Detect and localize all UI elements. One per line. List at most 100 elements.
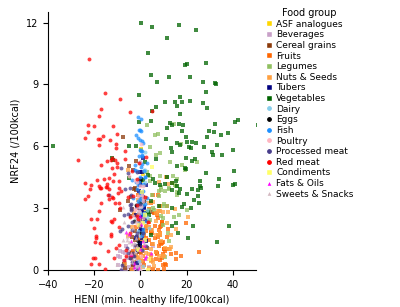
Point [143,223,149,228]
Point [112,201,118,206]
Point [138,189,145,194]
Point [232,181,238,186]
Point [210,153,216,158]
Point [134,170,140,175]
Point [141,233,147,238]
Point [146,212,152,217]
Point [128,252,134,257]
Point [148,200,155,205]
Point [138,204,144,209]
Point [143,195,149,200]
Point [140,204,147,209]
Point [168,223,175,228]
Point [140,215,146,220]
Point [154,80,160,84]
Point [137,204,143,209]
Point [140,221,146,226]
Point [104,159,110,164]
Point [178,99,185,104]
Point [120,258,127,263]
Point [130,251,136,256]
Point [125,232,132,237]
Point [136,246,143,251]
Point [142,256,148,261]
Point [182,168,188,173]
Point [128,251,134,256]
Point [152,210,158,215]
Point [184,208,191,213]
Point [173,184,180,188]
Point [160,251,166,256]
Point [142,179,148,184]
Point [148,118,154,123]
Point [139,192,145,197]
Point [112,246,119,251]
Point [134,204,141,209]
Point [104,185,110,190]
Point [134,204,141,209]
Point [140,262,146,267]
Point [176,122,182,126]
Point [147,179,154,184]
Point [130,168,136,173]
Point [136,249,142,254]
Point [140,239,146,243]
Point [140,230,146,235]
Point [127,215,134,220]
Point [184,192,190,197]
Point [124,245,130,250]
Point [137,183,144,188]
Point [138,129,144,134]
Point [142,219,149,224]
Point [132,186,138,191]
Point [114,160,120,165]
Point [132,177,138,182]
Point [90,256,96,261]
Point [153,250,159,255]
Point [153,153,159,158]
Point [138,117,144,122]
Point [98,185,104,190]
Point [173,250,180,255]
Point [136,154,143,159]
Point [113,146,120,151]
Point [101,177,108,182]
Point [132,253,139,258]
Point [123,229,129,234]
Point [135,177,141,181]
Point [144,173,151,178]
Point [189,223,196,228]
Point [98,106,104,111]
Point [129,225,136,230]
Point [148,231,155,235]
Point [84,129,91,134]
Point [134,256,141,261]
Point [96,184,102,188]
Point [134,244,140,249]
Point [189,139,195,144]
Point [143,183,149,188]
Point [230,183,236,188]
Point [116,179,122,184]
Point [142,228,149,233]
Point [209,150,216,155]
Point [168,232,174,237]
Point [140,263,146,268]
Point [137,170,143,175]
Point [132,260,139,265]
Point [96,186,103,191]
Point [140,172,146,177]
Point [136,210,142,215]
Point [128,266,135,271]
Point [145,220,151,225]
Point [140,198,146,203]
Point [125,223,131,228]
Point [137,196,144,201]
Point [142,217,148,222]
Point [118,189,124,194]
Point [116,205,123,210]
Point [118,267,124,272]
Point [114,165,120,170]
Point [138,236,145,241]
Point [149,108,155,113]
